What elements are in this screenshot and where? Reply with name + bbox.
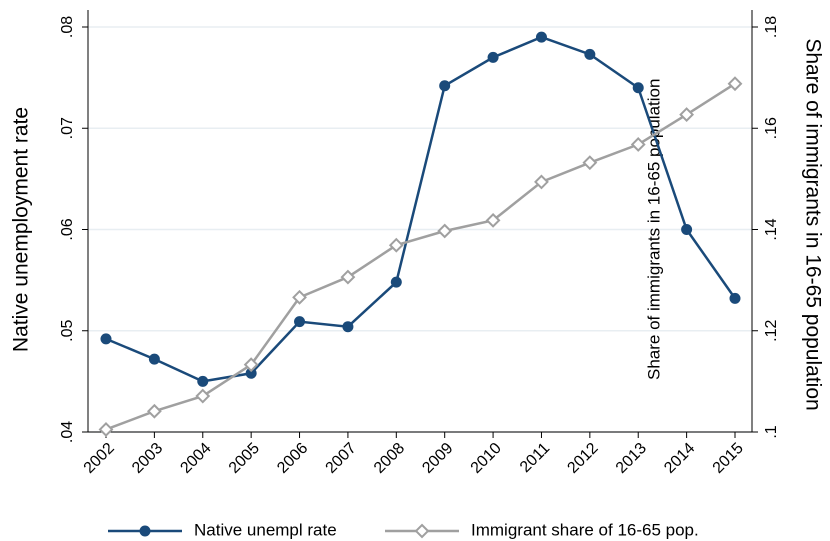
point — [485, 212, 501, 228]
y-tick-label: .05 — [59, 320, 76, 342]
point — [195, 388, 211, 404]
point — [439, 80, 451, 92]
point — [146, 403, 162, 419]
legend-marker — [139, 525, 151, 537]
point — [100, 333, 112, 345]
x-tick-label: 2009 — [419, 440, 456, 477]
point — [148, 353, 160, 365]
point — [437, 223, 453, 239]
x-tick-label: 2005 — [226, 440, 263, 477]
y-tick-label: .06 — [59, 218, 76, 240]
point — [632, 82, 644, 94]
point — [487, 51, 499, 63]
y2-tick-label: .1 — [763, 425, 780, 438]
point — [729, 292, 741, 304]
x-tick-label: 2010 — [468, 440, 505, 477]
x-tick-label: 2003 — [129, 440, 166, 477]
point — [243, 357, 259, 373]
series-line — [105, 82, 736, 431]
series-line — [105, 35, 737, 383]
point — [584, 48, 596, 60]
x-tick-label: 2014 — [661, 440, 698, 477]
x-tick-label: 2006 — [274, 440, 311, 477]
point — [390, 276, 402, 288]
point — [630, 137, 646, 152]
point — [535, 31, 547, 43]
point — [340, 269, 356, 285]
x-tick-label: 2013 — [613, 440, 650, 477]
y2-tick-label: .16 — [763, 117, 780, 139]
point — [679, 107, 695, 122]
x-tick-label: 2002 — [81, 440, 118, 477]
y-tick-label: .04 — [59, 421, 76, 443]
point — [98, 422, 114, 437]
legend-marker — [414, 523, 430, 539]
y2-axis-title: Share of immigrants in 16-65 population — [801, 38, 824, 410]
x-tick-label: 2015 — [710, 440, 747, 477]
x-tick-label: 2007 — [323, 440, 360, 477]
point — [582, 155, 598, 171]
annotation: Share of immigrants in 16-65 population — [644, 79, 663, 380]
x-tick-label: 2011 — [517, 440, 553, 476]
point — [727, 76, 743, 92]
legend-label: Native unempl rate — [194, 520, 337, 539]
y-tick-label: .07 — [59, 117, 76, 139]
y2-tick-label: .14 — [763, 218, 780, 240]
point — [534, 174, 549, 190]
x-tick-label: 2008 — [371, 440, 408, 477]
point — [245, 367, 257, 379]
point — [292, 289, 307, 305]
x-tick-label: 2012 — [564, 440, 601, 477]
y-axis-title: Native unemployment rate — [10, 107, 33, 352]
y2-tick-label: .18 — [763, 16, 780, 38]
point — [294, 316, 306, 328]
point — [388, 237, 404, 253]
x-tick-label: 2004 — [177, 440, 214, 477]
y2-tick-label: .12 — [763, 320, 780, 342]
point — [197, 375, 209, 387]
y-tick-label: .08 — [59, 16, 76, 38]
legend-label: Immigrant share of 16-65 pop. — [471, 520, 699, 539]
point — [681, 224, 693, 235]
point — [342, 321, 354, 333]
